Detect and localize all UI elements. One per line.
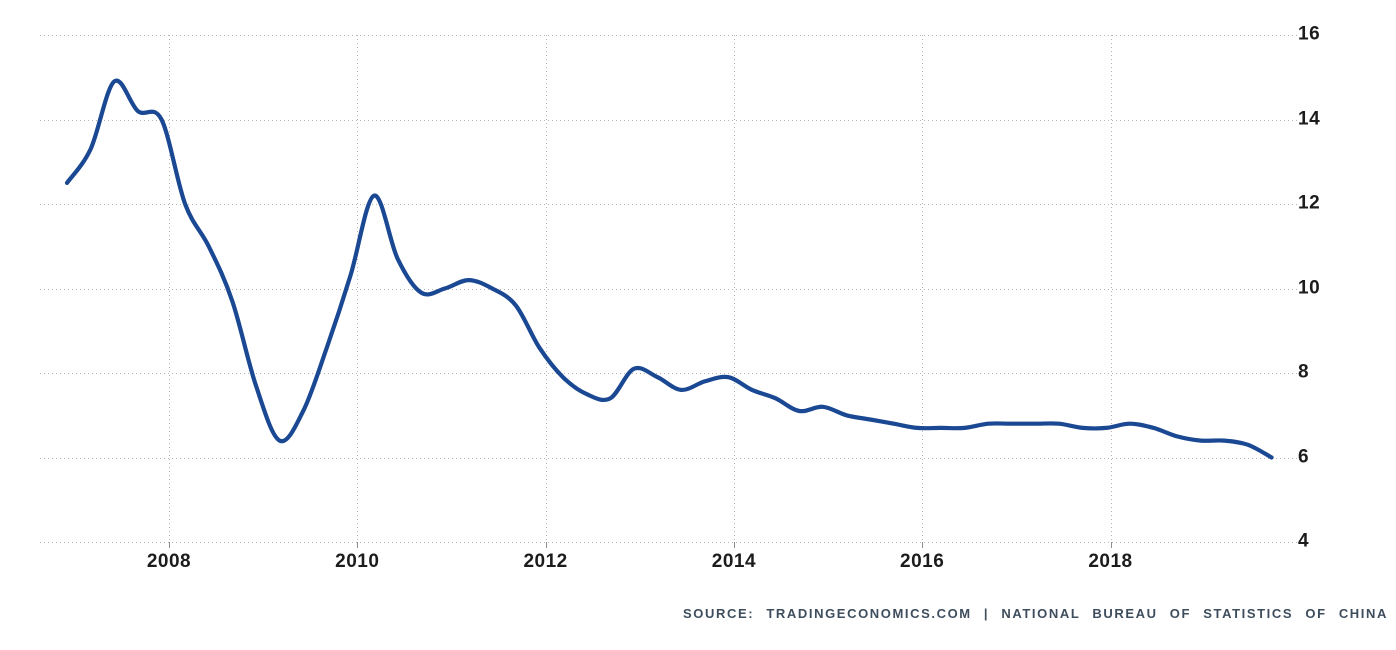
x-tick-mark	[357, 542, 359, 548]
gridline-vertical	[357, 35, 359, 542]
gridline-horizontal	[40, 457, 1298, 459]
x-axis-tick-label: 2008	[146, 551, 192, 572]
gdp-growth-line	[64, 78, 1274, 460]
gridline-horizontal	[40, 35, 1298, 36]
x-axis-tick-label: 2014	[711, 551, 757, 572]
y-axis-tick-label: 16	[1298, 23, 1321, 45]
gridline-vertical	[545, 35, 547, 542]
gridline-horizontal	[40, 542, 1298, 543]
x-tick-mark	[1110, 542, 1112, 548]
x-tick-mark	[545, 542, 547, 548]
y-axis-tick-label: 10	[1298, 277, 1321, 299]
gridline-horizontal	[40, 373, 1298, 374]
x-axis-tick-label: 2010	[335, 551, 380, 572]
plot-area[interactable]	[40, 35, 1298, 548]
x-tick-mark	[733, 542, 735, 548]
x-axis-tick-label: 2012	[523, 551, 568, 572]
y-axis-tick-label: 4	[1298, 530, 1310, 552]
x-axis-tick-label: 2016	[900, 551, 945, 572]
y-axis-tick-label: 6	[1298, 446, 1310, 468]
y-axis-tick-label: 12	[1298, 192, 1321, 214]
gridline-vertical	[922, 35, 924, 542]
gridline-vertical	[169, 35, 170, 542]
gridline-horizontal	[40, 288, 1298, 290]
x-tick-mark	[169, 542, 170, 548]
gridline-vertical	[733, 35, 735, 542]
gridline-horizontal	[40, 119, 1298, 121]
gridline-horizontal	[40, 204, 1298, 205]
x-tick-mark	[922, 542, 924, 548]
line-series	[64, 78, 1274, 460]
y-axis-tick-label: 14	[1298, 108, 1321, 130]
gridline-vertical	[1110, 35, 1112, 542]
y-axis-tick-label: 8	[1298, 361, 1310, 383]
x-axis-tick-label: 2018	[1088, 551, 1133, 572]
source-attribution: SOURCE: TRADINGECONOMICS.COM | NATIONAL …	[683, 606, 1388, 621]
